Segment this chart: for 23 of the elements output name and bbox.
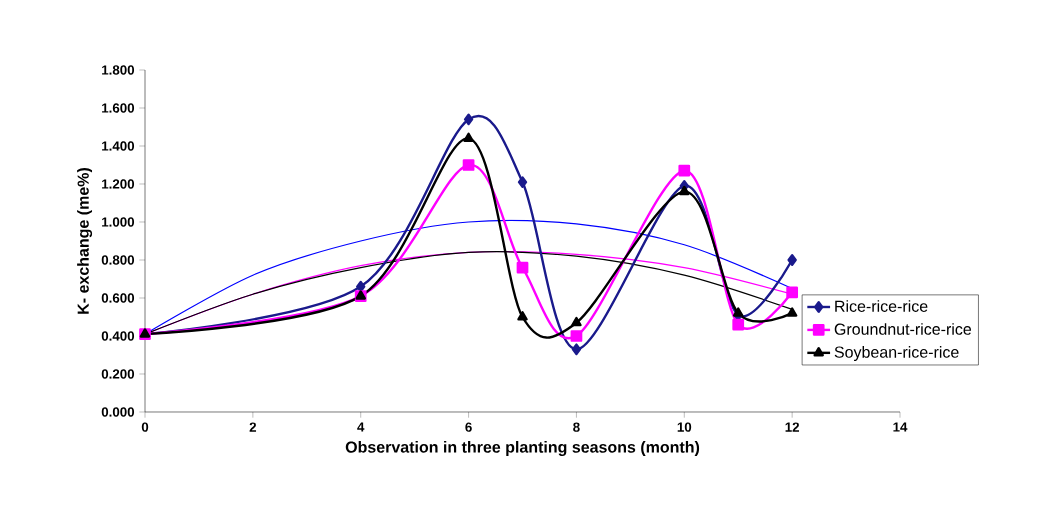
y-tick-label: 1.400 [102,141,135,151]
y-tick-label: 0.800 [101,255,135,265]
x-tick-label: 14 [893,422,908,432]
x-tick-label: 10 [677,422,692,432]
x-tick-label: 4 [357,422,365,432]
x-axis-title: Observation in three planting seasons (month) [345,441,700,456]
y-axis-title: K- exchange (me%) [77,168,93,314]
y-tick-label: 0.000 [101,407,135,417]
x-tick-label: 2 [249,422,257,432]
legend-label: Soybean-rice-rice [834,346,959,361]
y-tick-label: 0.400 [101,331,135,341]
y-tick-label: 0.200 [101,369,135,379]
y-tick-label: 0.600 [101,293,135,303]
y-tick-label: 1.000 [102,217,135,227]
x-tick-label: 8 [573,422,580,432]
y-tick-label: 1.200 [102,179,135,189]
legend-label: Groundnut-rice-rice [834,323,972,335]
y-tick-label: 1.800 [102,65,135,75]
legend-label: Rice-rice-rice [835,300,928,312]
y-tick-label: 1.600 [102,103,135,113]
x-tick-label: 12 [785,422,800,432]
x-tick-label: 6 [465,422,472,432]
x-tick-label: 0 [141,422,149,432]
